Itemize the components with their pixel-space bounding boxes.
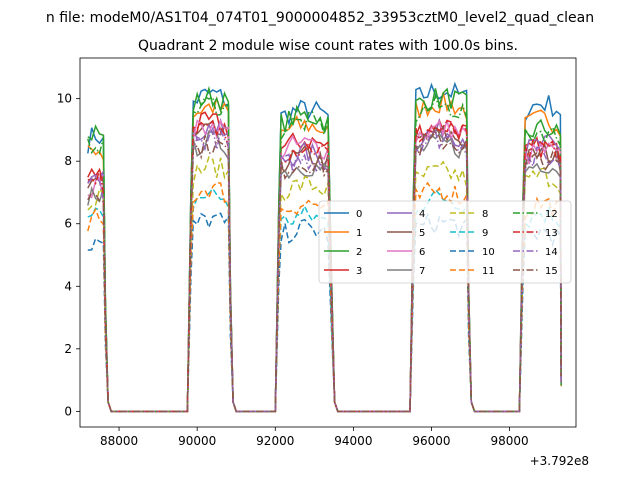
series-line-10 xyxy=(87,212,562,413)
x-tick-label: 92000 xyxy=(256,434,294,448)
x-tick-label: 94000 xyxy=(334,434,372,448)
y-tick-label: 6 xyxy=(64,217,72,231)
legend-label-2: 2 xyxy=(356,247,362,258)
y-tick-label: 10 xyxy=(57,92,72,106)
legend-label-0: 0 xyxy=(356,209,362,220)
legend-label-10: 10 xyxy=(482,247,495,258)
y-tick-label: 0 xyxy=(64,404,72,418)
x-tick-label: 88000 xyxy=(100,434,138,448)
x-tick-label: 98000 xyxy=(491,434,529,448)
legend-box xyxy=(318,200,572,284)
legend-label-11: 11 xyxy=(482,266,495,277)
legend-label-12: 12 xyxy=(545,209,558,220)
series-line-15 xyxy=(87,130,562,413)
x-tick-label: 90000 xyxy=(178,434,216,448)
legend-label-4: 4 xyxy=(419,209,425,220)
legend-label-9: 9 xyxy=(482,228,488,239)
x-tick-label: 96000 xyxy=(412,434,450,448)
y-tick-label: 4 xyxy=(64,279,72,293)
legend-label-13: 13 xyxy=(545,228,558,239)
legend-label-6: 6 xyxy=(419,247,425,258)
axes-frame xyxy=(79,57,577,428)
x-axis-offset-label: +3.792e8 xyxy=(530,454,589,468)
series-line-14 xyxy=(87,126,562,413)
y-tick-label: 2 xyxy=(64,342,72,356)
legend-label-15: 15 xyxy=(545,266,558,277)
series-line-8 xyxy=(87,155,562,413)
legend-label-3: 3 xyxy=(356,266,362,277)
legend-label-5: 5 xyxy=(419,228,425,239)
legend-label-14: 14 xyxy=(545,247,558,258)
chart-title: Quadrant 2 module wise count rates with … xyxy=(138,38,518,54)
y-tick-label: 8 xyxy=(64,154,72,168)
figure-suptitle: n file: modeM0/AS1T04_074T01_9000004852_… xyxy=(46,10,594,26)
legend-label-1: 1 xyxy=(356,228,362,239)
legend-label-8: 8 xyxy=(482,209,488,220)
legend-label-7: 7 xyxy=(419,266,425,277)
series-line-12 xyxy=(87,94,562,413)
